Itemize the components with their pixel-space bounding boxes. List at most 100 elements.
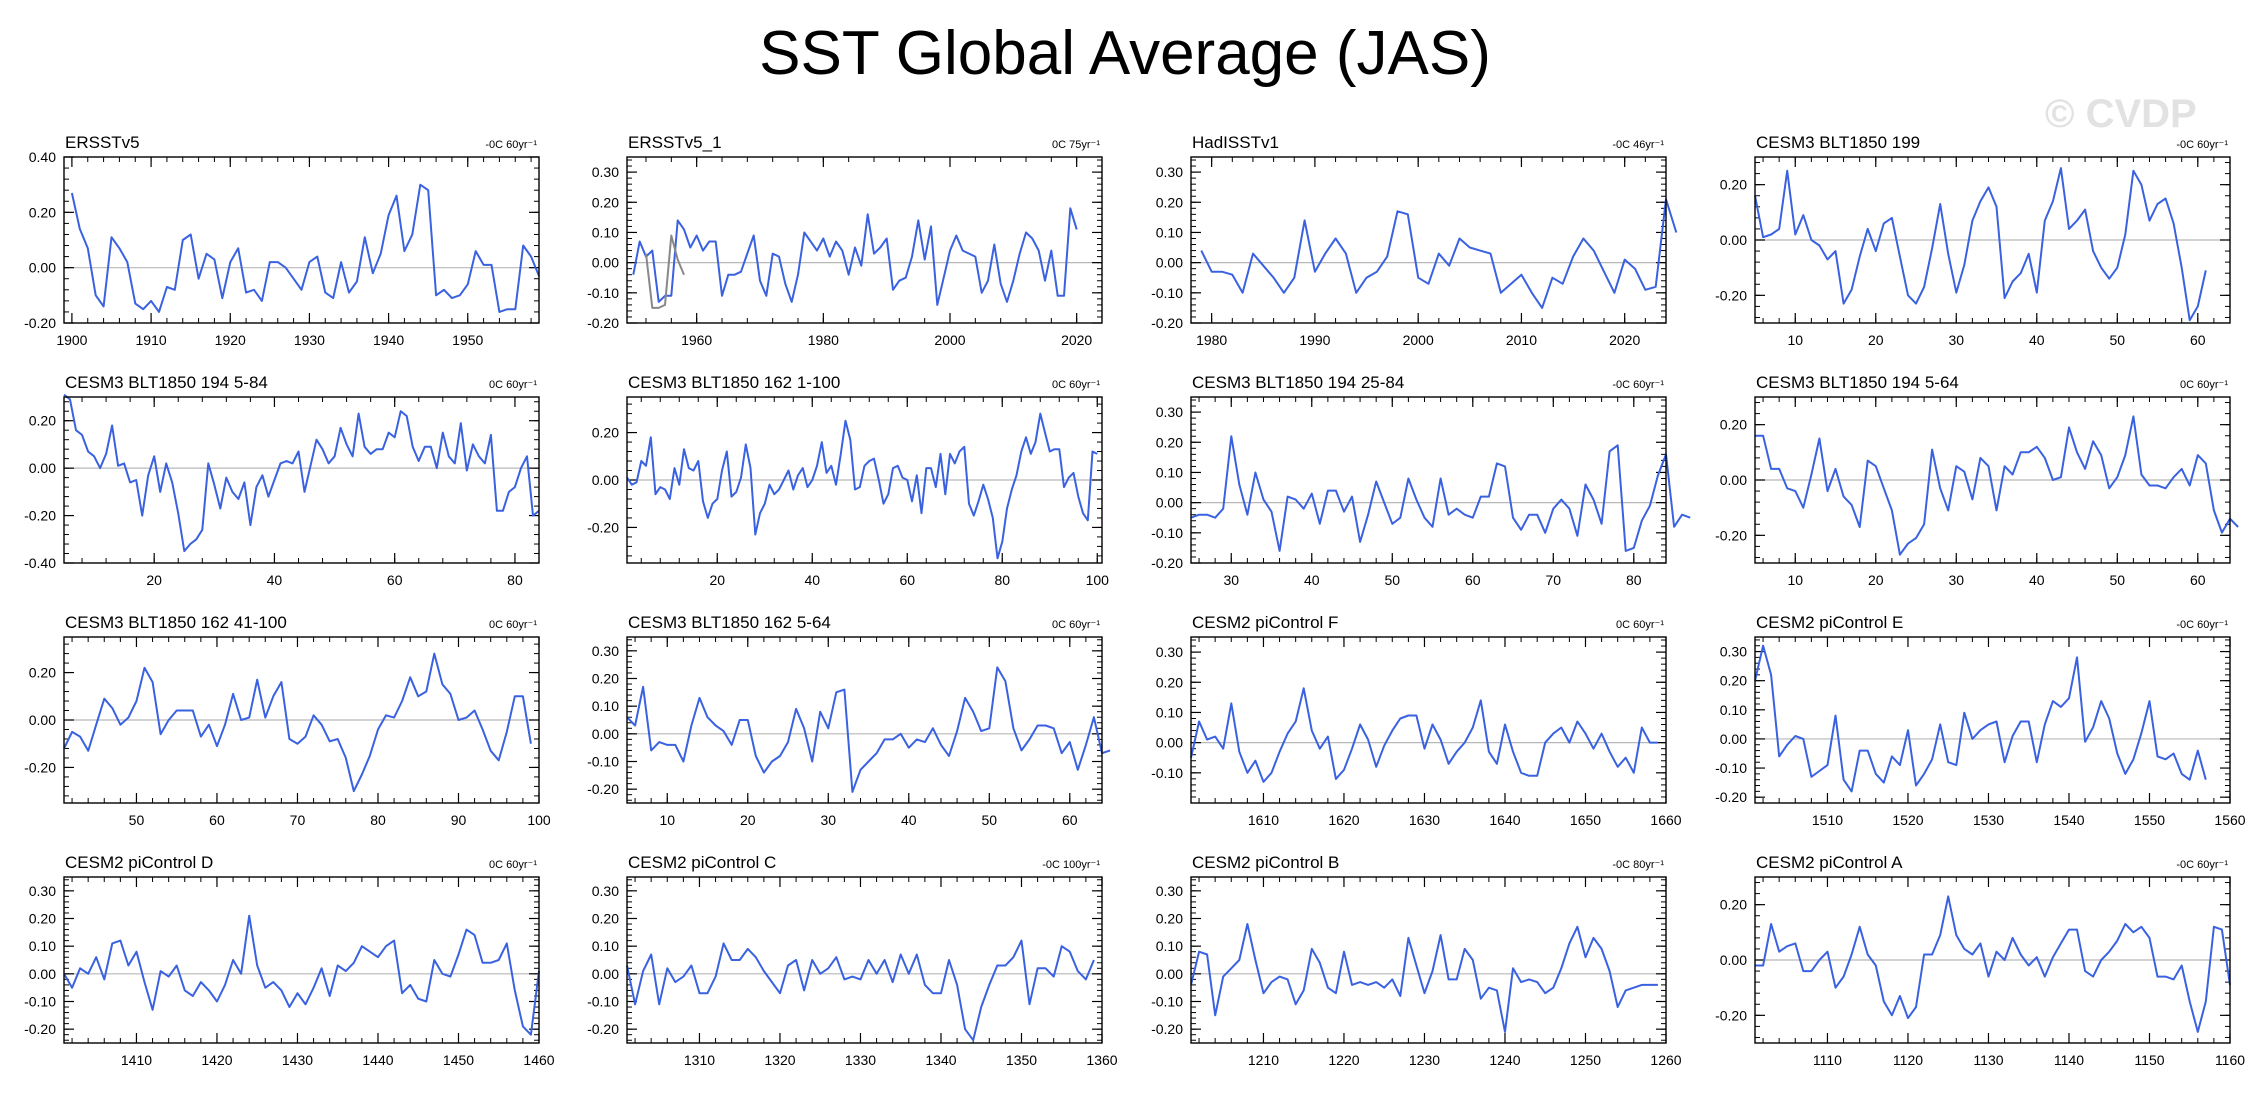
- y-tick-label: 0.10: [1156, 704, 1183, 720]
- y-tick-label: 0.20: [592, 911, 619, 927]
- panel-13: CESM2 piControl C -0C 100yr⁻¹ -0.20 -0.10 0.…: [587, 853, 1118, 1068]
- series-line: [1755, 415, 2239, 556]
- x-tick-label: 1450: [443, 1052, 474, 1068]
- plot-frame: [626, 636, 1103, 804]
- trend-label: 0C 60yr⁻¹: [489, 379, 537, 391]
- x-tick-label: 1330: [845, 1052, 876, 1068]
- cvdp-watermark: © CVDP: [2045, 92, 2197, 136]
- x-tick-label: 60: [387, 572, 403, 588]
- y-tick-label: 0.00: [1156, 735, 1183, 751]
- panel-title: CESM3 BLT1850 194 5-84: [65, 373, 268, 392]
- y-tick-label: -0.20: [587, 519, 619, 535]
- y-tick-label: -0.20: [1151, 1021, 1183, 1037]
- x-tick-label: 1260: [1650, 1052, 1681, 1068]
- y-tick-label: 0.20: [1720, 177, 1747, 193]
- panel-3: CESM3 BLT1850 199 -0C 60yr⁻¹ -0.20 0.00 0.20…: [1715, 133, 2231, 348]
- plot-frame: [1754, 156, 2231, 324]
- panel-0: ERSSTv5 -0C 60yr⁻¹ -0.20 0.00 0.20 0.40 1900 19…: [24, 133, 540, 348]
- x-tick-label: 80: [1626, 572, 1642, 588]
- x-tick-label: 2000: [934, 332, 965, 348]
- y-tick-label: -0.40: [24, 555, 56, 571]
- x-tick-label: 1540: [2053, 812, 2084, 828]
- x-tick-label: 60: [2190, 572, 2206, 588]
- x-tick-label: 1650: [1570, 812, 1601, 828]
- x-tick-label: 1130: [1973, 1052, 2003, 1068]
- x-tick-label: 100: [1086, 572, 1110, 588]
- y-tick-label: 0.00: [1156, 255, 1183, 271]
- x-tick-label: 20: [146, 572, 162, 588]
- x-tick-label: 40: [2029, 332, 2045, 348]
- x-tick-label: 1140: [2054, 1052, 2084, 1068]
- y-tick-label: 0.00: [592, 726, 619, 742]
- x-tick-label: 1150: [2134, 1052, 2164, 1068]
- series-line: [626, 666, 1111, 793]
- x-tick-label: 1120: [1893, 1052, 1923, 1068]
- x-tick-label: 1360: [1086, 1052, 1117, 1068]
- x-tick-label: 60: [899, 572, 915, 588]
- y-tick-label: -0.20: [24, 759, 56, 775]
- panel-2: HadISSTv1 -0C 46yr⁻¹ -0.20 -0.10 0.00 0.10 0.2…: [1151, 133, 1678, 348]
- x-tick-label: 20: [709, 572, 725, 588]
- plot-frame: [626, 156, 1103, 324]
- y-tick-label: 0.30: [1156, 644, 1183, 660]
- panel-title: CESM2 piControl E: [1756, 613, 1903, 632]
- trend-label: 0C 60yr⁻¹: [489, 859, 537, 871]
- y-tick-label: 0.00: [592, 966, 619, 982]
- y-tick-label: 0.20: [1720, 897, 1747, 913]
- x-tick-label: 1560: [2214, 812, 2245, 828]
- panel-1: ERSSTv5_1 0C 75yr⁻¹ -0.20 -0.10 0.00 0.10 0.20…: [587, 133, 1103, 348]
- x-tick-label: 30: [820, 812, 836, 828]
- y-tick-label: 0.10: [1156, 938, 1183, 954]
- x-tick-label: 1550: [2134, 812, 2165, 828]
- x-tick-label: 2010: [1506, 332, 1537, 348]
- y-tick-label: 0.20: [29, 204, 56, 220]
- panel-11: CESM2 piControl E -0C 60yr⁻¹ -0.20 -0.10 0.0…: [1715, 613, 2246, 828]
- series-line: [626, 939, 1095, 1042]
- y-tick-label: 0.30: [1720, 644, 1747, 660]
- x-tick-label: 2000: [1403, 332, 1434, 348]
- x-tick-label: 50: [1384, 572, 1400, 588]
- x-tick-label: 1250: [1570, 1052, 1601, 1068]
- y-tick-label: 0.20: [1720, 673, 1747, 689]
- x-tick-label: 10: [1787, 332, 1803, 348]
- y-tick-label: 0.00: [1720, 472, 1747, 488]
- y-tick-label: 0.00: [29, 712, 56, 728]
- y-tick-label: -0.10: [24, 994, 56, 1010]
- x-tick-label: 20: [1868, 332, 1884, 348]
- panel-7: CESM3 BLT1850 194 5-64 0C 60yr⁻¹ -0.20 0.00…: [1715, 373, 2239, 588]
- y-tick-label: 0.30: [592, 164, 619, 180]
- x-tick-label: 1340: [925, 1052, 956, 1068]
- panel-9: CESM3 BLT1850 162 5-64 0C 60yr⁻¹ -0.20 -0.1…: [587, 613, 1111, 828]
- trend-label: -0C 60yr⁻¹: [2176, 619, 2228, 631]
- x-tick-label: 50: [981, 812, 997, 828]
- y-tick-label: -0.10: [1151, 994, 1183, 1010]
- x-tick-label: 1980: [1196, 332, 1227, 348]
- series-line: [632, 207, 1078, 306]
- x-tick-label: 1660: [1650, 812, 1681, 828]
- panel-title: CESM3 BLT1850 194 5-64: [1756, 373, 1959, 392]
- x-tick-label: 50: [2109, 572, 2125, 588]
- y-tick-label: -0.20: [1151, 555, 1183, 571]
- panel-title: HadISSTv1: [1192, 133, 1279, 152]
- y-tick-label: 0.20: [29, 665, 56, 681]
- x-tick-label: 80: [994, 572, 1010, 588]
- x-tick-label: 20: [740, 812, 756, 828]
- y-tick-label: -0.20: [1715, 527, 1747, 543]
- plot-frame: [1754, 396, 2231, 564]
- x-tick-label: 30: [1223, 572, 1239, 588]
- x-tick-label: 1950: [452, 332, 483, 348]
- y-tick-label: 0.20: [592, 671, 619, 687]
- panel-title: CESM3 BLT1850 194 25-84: [1192, 373, 1404, 392]
- y-tick-label: 0.10: [1156, 224, 1183, 240]
- x-tick-label: 40: [901, 812, 917, 828]
- y-tick-label: 0.20: [1156, 434, 1183, 450]
- panel-title: CESM2 piControl F: [1192, 613, 1338, 632]
- y-tick-label: 0.20: [592, 194, 619, 210]
- y-tick-label: 0.10: [592, 938, 619, 954]
- series-line: [1190, 687, 1658, 783]
- y-tick-label: 0.20: [592, 425, 619, 441]
- x-tick-label: 1240: [1489, 1052, 1520, 1068]
- trend-label: -0C 60yr⁻¹: [485, 139, 537, 151]
- y-tick-label: 0.30: [1156, 404, 1183, 420]
